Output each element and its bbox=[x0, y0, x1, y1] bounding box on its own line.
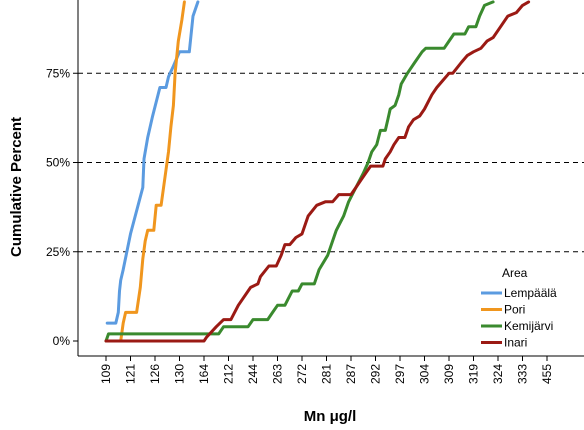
x-tick-label: 297 bbox=[393, 364, 407, 384]
x-tick-label: 304 bbox=[418, 364, 432, 384]
legend-title: Area bbox=[502, 266, 528, 280]
x-tick-label: 109 bbox=[99, 364, 113, 384]
x-tick-label: 333 bbox=[516, 364, 530, 384]
legend-label: Lempäälä bbox=[504, 286, 557, 300]
series-line-lempäälä bbox=[105, 0, 200, 325]
x-tick-label: 287 bbox=[344, 364, 358, 384]
y-axis-title: Cumulative Percent bbox=[8, 117, 25, 257]
x-tick-label: 126 bbox=[148, 364, 162, 384]
series-line-pori bbox=[104, 0, 186, 343]
x-tick-label: 244 bbox=[246, 364, 260, 384]
x-tick-label: 309 bbox=[442, 364, 456, 384]
y-tick-label: 75% bbox=[46, 66, 70, 80]
x-tick-label: 164 bbox=[197, 364, 211, 384]
y-tick-label: 25% bbox=[46, 245, 70, 259]
tick-labels: 0% 25% 50% 75% 109 121 126 130 164 212 244 263 272 28… bbox=[46, 66, 554, 384]
x-axis-title: Mn μg/l bbox=[304, 408, 357, 425]
x-tick-label: 324 bbox=[491, 364, 505, 384]
series-line-inari bbox=[104, 0, 531, 343]
x-tick-label: 281 bbox=[320, 364, 334, 384]
series-line-kemijärvi bbox=[104, 0, 495, 343]
axes bbox=[73, 0, 584, 361]
x-tick-label: 319 bbox=[467, 364, 481, 384]
legend-label: Pori bbox=[504, 303, 525, 317]
legend-label: Inari bbox=[504, 336, 527, 350]
x-tick-label: 263 bbox=[271, 364, 285, 384]
y-tick-label: 50% bbox=[46, 156, 70, 170]
x-tick-label: 121 bbox=[124, 364, 138, 384]
legend-label: Kemijärvi bbox=[504, 319, 553, 333]
x-tick-label: 455 bbox=[540, 364, 554, 384]
legend: Area Lempäälä Pori Kemijärvi Inari bbox=[481, 266, 557, 350]
x-tick-label: 130 bbox=[173, 364, 187, 384]
gridlines bbox=[78, 72, 584, 253]
x-tick-label: 272 bbox=[295, 364, 309, 384]
y-tick-label: 0% bbox=[53, 334, 71, 348]
series-lines bbox=[104, 0, 531, 343]
x-tick-label: 292 bbox=[369, 364, 383, 384]
x-tick-label: 212 bbox=[222, 364, 236, 384]
